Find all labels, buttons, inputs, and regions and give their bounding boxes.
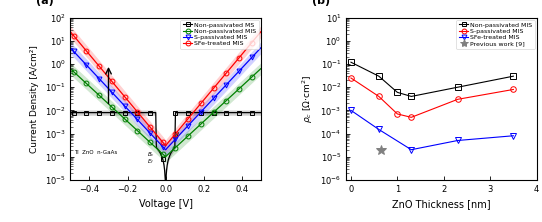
Line: Non-passivated MIS: Non-passivated MIS [348, 59, 516, 99]
S-passivated MIS [394, 113, 401, 115]
SFe-treated MIS [376, 128, 382, 131]
Text: (a): (a) [36, 0, 54, 6]
S-passivated MIS [348, 77, 354, 79]
Non-passivated MIS [376, 75, 382, 77]
Non-passivated MIS [408, 95, 415, 98]
Text: $B_c$: $B_c$ [146, 150, 154, 159]
Text: (b): (b) [312, 0, 330, 6]
Text: V: V [175, 132, 179, 137]
Non-passivated MIS [510, 75, 517, 77]
Legend: Non-passivated MIS, S-passivated MIS, SFe-treated MIS, Previous work [9]: Non-passivated MIS, S-passivated MIS, SF… [456, 20, 535, 49]
Line: S-passivated MIS: S-passivated MIS [348, 75, 516, 120]
Non-passivated MIS [348, 61, 354, 63]
SFe-treated MIS [510, 135, 517, 137]
X-axis label: ZnO Thickness [nm]: ZnO Thickness [nm] [392, 199, 491, 209]
Y-axis label: Current Density [A/cm²]: Current Density [A/cm²] [30, 45, 39, 153]
SFe-treated MIS [348, 109, 354, 112]
SFe-treated MIS [454, 139, 461, 142]
S-passivated MIS [510, 88, 517, 91]
SFe-treated MIS [408, 148, 415, 151]
S-passivated MIS [376, 95, 382, 98]
X-axis label: Voltage [V]: Voltage [V] [139, 199, 192, 209]
S-passivated MIS [408, 116, 415, 119]
Line: SFe-treated MIS: SFe-treated MIS [348, 108, 516, 153]
Non-passivated MIS [454, 86, 461, 89]
Text: $E_f$: $E_f$ [146, 157, 154, 166]
S-passivated MIS [454, 98, 461, 101]
Legend: Non-passivated MS, Non-passivated MIS, S-passivated MIS, SFe-treated MIS: Non-passivated MS, Non-passivated MIS, S… [180, 20, 259, 49]
Non-passivated MIS [394, 91, 401, 94]
Y-axis label: $\rho_c$ [$\Omega$$\cdot$cm$^2$]: $\rho_c$ [$\Omega$$\cdot$cm$^2$] [300, 75, 315, 123]
Text: Ti  ZnO  n-GaAs: Ti ZnO n-GaAs [74, 150, 118, 155]
